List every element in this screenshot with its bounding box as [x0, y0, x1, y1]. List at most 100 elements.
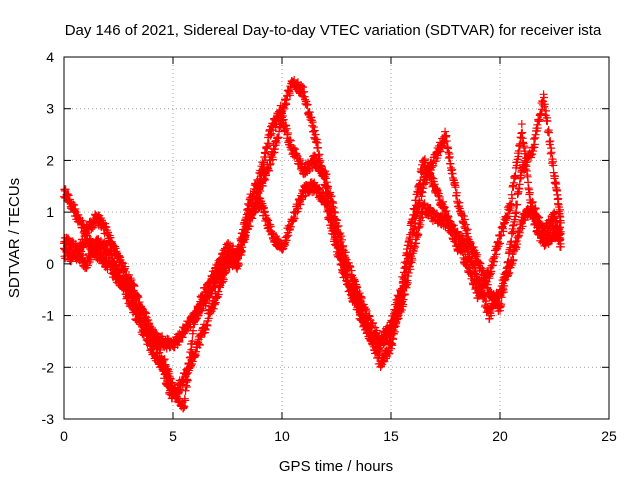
data-point-marker	[540, 93, 549, 102]
data-point-marker	[214, 290, 223, 299]
data-point-marker	[248, 214, 257, 223]
data-point-marker	[542, 106, 551, 115]
data-point-marker	[179, 377, 188, 386]
data-point-marker	[334, 221, 343, 230]
data-point-marker	[372, 326, 381, 335]
data-point-marker	[310, 178, 319, 187]
data-point-marker	[296, 200, 305, 209]
data-point-marker	[268, 155, 277, 164]
data-point-marker	[417, 168, 426, 177]
y-axis-ticks: -3 -2 -1 0 1 2 3 4	[42, 49, 609, 427]
data-point-marker	[326, 188, 335, 197]
data-point-marker	[546, 137, 555, 146]
data-point-marker	[517, 120, 526, 129]
data-point-marker	[393, 302, 402, 311]
data-point-marker	[311, 130, 320, 139]
data-point-marker	[496, 239, 504, 248]
data-point-marker	[270, 145, 279, 154]
data-point-marker	[556, 205, 565, 214]
data-point-marker	[540, 100, 549, 109]
data-point-marker	[445, 152, 454, 161]
data-point-marker	[318, 188, 327, 197]
data-point-marker	[80, 229, 89, 238]
data-point-marker	[452, 188, 461, 197]
data-point-marker	[556, 218, 565, 227]
data-point-marker	[61, 185, 70, 194]
data-point-marker	[237, 246, 246, 255]
data-point-marker	[461, 220, 470, 229]
data-point-marker	[511, 212, 520, 221]
data-point-marker	[180, 402, 189, 411]
data-point-marker	[361, 305, 370, 314]
x-axis-label: GPS time / hours	[279, 458, 393, 475]
data-point-marker	[71, 240, 80, 249]
data-point-marker	[403, 250, 412, 259]
data-point-marker	[459, 219, 468, 228]
data-point-marker	[463, 256, 472, 265]
data-point-marker	[397, 284, 406, 293]
data-point-marker	[112, 268, 121, 277]
data-point-marker	[188, 337, 197, 346]
data-point-marker	[181, 396, 190, 405]
data-point-marker	[394, 314, 403, 323]
y-tick-label: 2	[46, 152, 54, 168]
data-point-marker	[395, 292, 404, 301]
data-point-marker	[107, 250, 116, 259]
data-point-marker	[511, 238, 520, 247]
data-point-marker	[418, 167, 427, 176]
data-point-marker	[556, 227, 565, 236]
data-point-marker	[406, 230, 415, 239]
data-point-marker	[463, 225, 472, 234]
data-point-marker	[388, 341, 397, 350]
data-point-marker	[525, 188, 534, 197]
data-point-marker	[284, 231, 293, 240]
data-point-marker	[341, 248, 350, 257]
data-point-marker	[294, 204, 303, 213]
data-point-marker	[429, 161, 438, 170]
data-point-marker	[195, 340, 204, 349]
x-tick-label: 20	[492, 428, 508, 444]
data-point-marker	[490, 300, 499, 309]
data-point-marker	[144, 322, 153, 331]
data-point-marker	[387, 323, 395, 332]
data-point-marker	[337, 235, 346, 244]
data-point-marker	[420, 199, 429, 208]
data-point-marker	[308, 118, 317, 127]
x-tick-label: 25	[601, 428, 617, 444]
data-point-marker	[504, 269, 513, 278]
data-point-marker	[197, 306, 206, 315]
data-point-marker	[112, 260, 121, 269]
data-point-marker	[265, 139, 274, 148]
data-point-marker	[515, 228, 524, 237]
data-point-marker	[204, 314, 213, 323]
data-point-marker	[442, 136, 451, 145]
data-point-marker	[460, 237, 469, 246]
data-point-marker	[406, 265, 415, 274]
data-point-marker	[442, 207, 451, 216]
data-point-marker	[130, 305, 139, 314]
data-point-marker	[245, 222, 254, 231]
data-point-marker	[121, 262, 130, 271]
x-tick-label: 10	[274, 428, 290, 444]
data-point-marker	[323, 205, 332, 214]
data-point-marker	[265, 166, 274, 175]
data-point-marker	[507, 200, 516, 209]
data-point-marker	[298, 83, 307, 92]
data-point-marker	[416, 216, 425, 225]
data-point-marker	[415, 222, 424, 231]
data-point-marker	[416, 176, 425, 185]
data-point-marker	[232, 256, 241, 265]
data-point-marker	[547, 219, 556, 228]
data-point-marker	[286, 136, 295, 145]
data-point-marker	[498, 286, 507, 295]
data-point-marker	[549, 161, 558, 170]
data-point-marker	[529, 135, 538, 144]
data-point-marker	[188, 357, 197, 366]
data-point-marker	[451, 230, 460, 239]
data-point-marker	[64, 234, 73, 243]
chart-title: Day 146 of 2021, Sidereal Day-to-day VTE…	[65, 22, 602, 39]
data-point-marker	[430, 180, 439, 189]
data-point-marker	[125, 291, 134, 300]
data-point-marker	[389, 318, 398, 327]
